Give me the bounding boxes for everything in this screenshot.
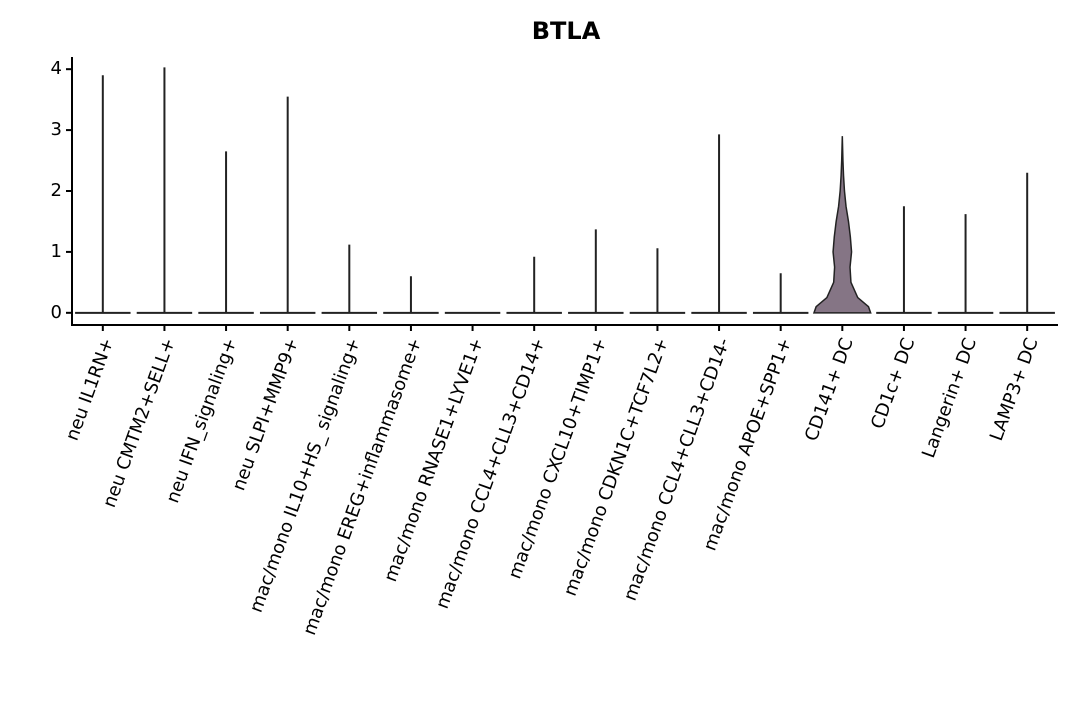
violin (999, 172, 1055, 314)
x-tick-label: neu SLPI+MMP9+ (228, 335, 303, 493)
y-tick-label: 3 (51, 119, 62, 140)
x-tick-label: mac/mono CCL4+CLL3+CD14+ (432, 335, 550, 611)
x-tick-label: LAMP3+ DC (986, 335, 1043, 444)
violin (937, 214, 994, 314)
y-tick-label: 1 (51, 241, 62, 262)
violin (752, 273, 809, 314)
violin (321, 244, 378, 314)
violin (259, 96, 316, 314)
violin (506, 256, 562, 314)
violin (629, 248, 686, 314)
y-tick-label: 0 (51, 302, 62, 323)
x-tick-label: mac/mono CCL4+CLL3+CD14- (620, 335, 735, 603)
x-tick-label: neu IL1RN+ (62, 335, 118, 443)
violin (812, 136, 872, 314)
x-tick-label: CD141+ DC (801, 335, 858, 444)
violin (198, 151, 254, 314)
x-tick-label: mac/mono IL10+HS_ signaling+ (246, 335, 365, 615)
violin (691, 134, 747, 314)
y-tick-label: 4 (51, 58, 62, 79)
violin (75, 75, 131, 314)
violin (136, 67, 193, 314)
x-tick-label: CD1c+ DC (867, 335, 919, 431)
x-tick-label: Langerin+ DC (918, 335, 981, 461)
violin (876, 206, 932, 314)
violin (383, 276, 439, 314)
y-tick-label: 2 (51, 180, 62, 201)
x-tick-label: mac/mono EREG+inflammasome+ (299, 335, 426, 638)
chart-title: BTLA (532, 17, 601, 45)
violin (568, 229, 624, 314)
